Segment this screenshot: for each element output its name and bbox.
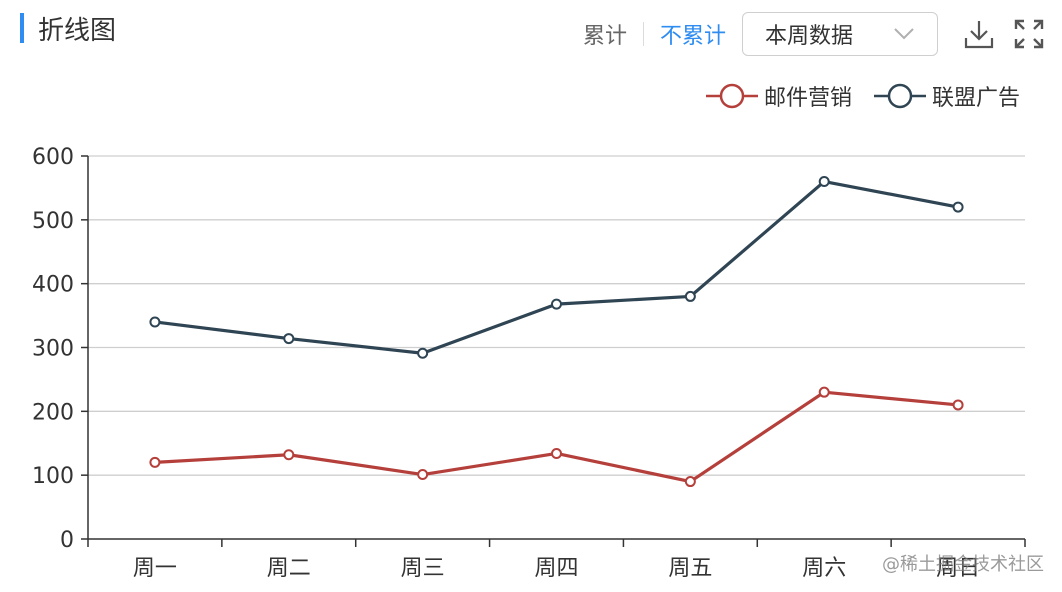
data-point-series-1 — [684, 290, 696, 302]
data-point-series-0 — [417, 469, 429, 481]
y-tick-label: 200 — [32, 400, 74, 425]
data-point-series-0 — [149, 456, 161, 468]
fullscreen-icon[interactable] — [1012, 17, 1046, 51]
legend-marker-series-1 — [873, 83, 926, 109]
data-point-series-0 — [551, 447, 562, 459]
data-point-series-1 — [551, 298, 562, 310]
legend-marker-series-0 — [705, 83, 758, 109]
data-point-series-1 — [283, 333, 295, 345]
data-point-series-0 — [684, 476, 696, 488]
y-tick-label: 300 — [32, 337, 74, 362]
data-point-series-0 — [283, 449, 295, 461]
data-point-series-1 — [818, 176, 830, 188]
title-accent-bar — [20, 13, 24, 43]
x-tick-label: 周三 — [401, 556, 445, 581]
data-point-series-0 — [818, 386, 830, 398]
y-tick-label: 500 — [32, 209, 74, 234]
x-tick-label: 周日 — [936, 556, 980, 581]
series-line-0 — [154, 390, 959, 484]
page-title: 折线图 — [38, 15, 117, 46]
y-tick-label: 100 — [32, 464, 74, 489]
download-icon[interactable] — [962, 17, 996, 51]
y-tick-label: 0 — [60, 528, 74, 553]
x-tick-label: 周五 — [668, 556, 712, 581]
y-tick-label: 600 — [32, 145, 74, 170]
toggle-divider — [642, 22, 644, 46]
legend-item-series-0[interactable]: 邮件营销 — [705, 80, 852, 112]
data-point-series-1 — [952, 201, 964, 213]
non-cumulative-toggle[interactable]: 不累计 — [659, 24, 726, 49]
chart-legend: 邮件营销 联盟广告 — [684, 80, 1020, 112]
data-point-series-1 — [417, 347, 429, 359]
y-tick-label: 400 — [32, 273, 74, 298]
cumulative-toggle[interactable]: 累计 — [582, 24, 627, 49]
x-tick-label: 周六 — [802, 556, 846, 581]
legend-item-series-1[interactable]: 联盟广告 — [873, 80, 1020, 112]
x-tick-label: 周四 — [534, 556, 578, 581]
data-point-series-0 — [952, 399, 964, 411]
x-tick-label: 周二 — [267, 556, 311, 581]
watermark-text: @稀土掘金技术社区 — [882, 554, 1044, 575]
period-select[interactable]: 本周数据 — [742, 12, 938, 56]
toolbar: 累计 不累计 本周数据 — [583, 10, 1046, 58]
x-tick-label: 周一 — [133, 556, 177, 581]
legend-label-series-0: 邮件营销 — [763, 86, 852, 111]
period-select-value: 本周数据 — [765, 24, 854, 49]
data-point-series-1 — [149, 316, 161, 328]
legend-label-series-1: 联盟广告 — [931, 86, 1020, 111]
chevron-down-icon — [893, 23, 915, 45]
series-line-1 — [154, 179, 959, 355]
title-bar: 折线图 — [20, 12, 117, 46]
